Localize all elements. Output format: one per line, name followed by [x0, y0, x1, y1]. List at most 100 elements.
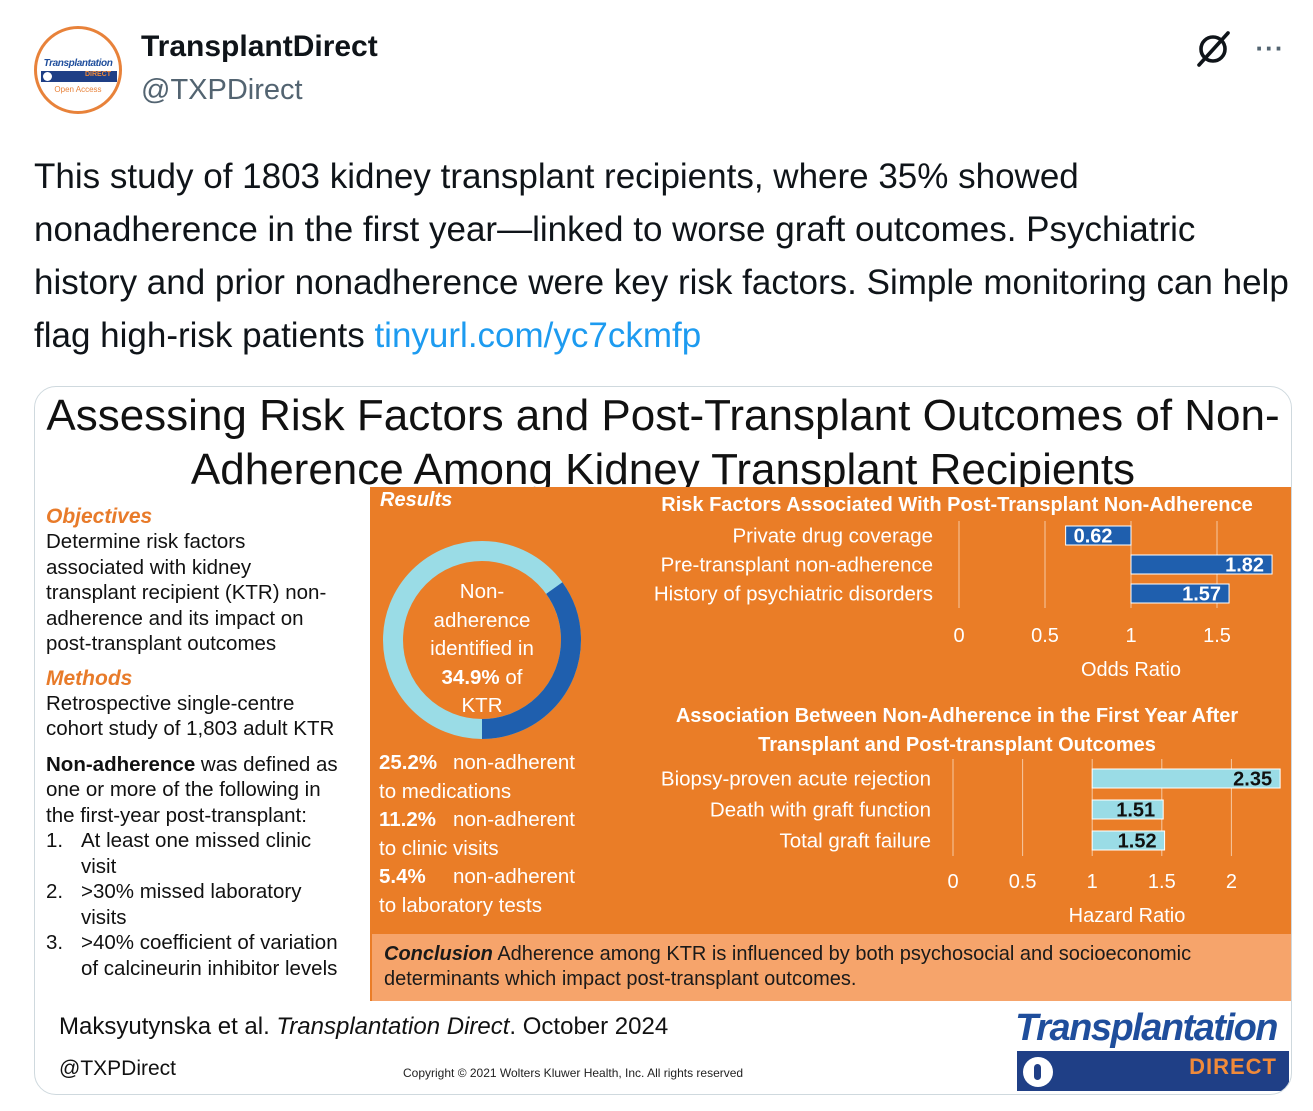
society-seal-icon	[1023, 1057, 1053, 1087]
value-label: 2.35	[1233, 769, 1272, 791]
donut-label-line: adherence	[433, 608, 531, 632]
methods-line: cohort study of 1,803 adult KTR	[46, 717, 335, 740]
tick-label: 0.5	[1031, 625, 1059, 647]
left-panel: Objectives Determine risk factors associ…	[37, 487, 370, 1001]
user-handle[interactable]: @TXPDirect	[141, 74, 303, 106]
definition-line: one or more of the following in	[46, 778, 321, 801]
tick-label: 0	[947, 871, 958, 893]
footer-handle: @TXPDirect	[59, 1057, 176, 1080]
criteria-line: visits	[81, 905, 127, 929]
objectives-line: post-transplant outcomes	[46, 632, 277, 655]
chart-1-title: Risk Factors Associated With Post-Transp…	[661, 494, 1253, 516]
odds-ratio-chart: 00.511.52Private drug coverage0.62Pre-tr…	[654, 521, 1273, 681]
category-label: Pre-transplant non-adherence	[661, 554, 933, 577]
avatar[interactable]: Transplantation DIRECT Open Access	[34, 26, 122, 114]
value-label: 1.57	[1182, 584, 1221, 606]
criteria-item: 1. At least one missed clinic visit	[46, 828, 370, 879]
hazard-ratio-chart: 00.511.522.5Biopsy-proven acute rejectio…	[661, 759, 1281, 927]
criteria-number: 2.	[46, 880, 64, 903]
stat-text: non-adherent	[453, 865, 575, 888]
logo-wordmark: Transplantation	[1015, 1007, 1278, 1049]
grok-icon[interactable]	[1193, 28, 1233, 68]
donut-chart: Non- adherence identified in 34.9% of KT…	[381, 539, 583, 741]
stat-line: 11.2% non-adherent	[379, 806, 609, 835]
axis-title: Hazard Ratio	[1069, 905, 1186, 927]
tick-label: 1	[1125, 625, 1136, 647]
stat-pct: 5.4%	[379, 865, 426, 888]
methods-heading: Methods	[46, 666, 133, 690]
citation-journal: Transplantation Direct	[276, 1013, 510, 1040]
donut-label-line: 34.9% of	[381, 664, 583, 693]
results-label: Results	[380, 489, 453, 511]
tick-label: 1.5	[1203, 625, 1231, 647]
display-name[interactable]: TransplantDirect	[141, 30, 378, 63]
graphic-title-line-2: Adherence Among Kidney Transplant Recipi…	[190, 445, 1136, 494]
objectives-line: adherence and its impact on	[46, 606, 304, 630]
definition-line: Non-adherence was defined as	[46, 752, 370, 778]
bar	[1091, 799, 1164, 820]
criteria-list: 1. At least one missed clinic visit 2. >30%…	[46, 828, 370, 981]
donut-of: of	[499, 665, 523, 689]
avatar-open-access: Open Access	[54, 85, 102, 94]
value-label: 0.62	[1074, 526, 1113, 548]
tick-label: 1	[1087, 871, 1098, 893]
axis-title: Odds Ratio	[1081, 659, 1181, 681]
tick-label: 1.5	[1148, 871, 1176, 893]
logo-bar: DIRECT	[1017, 1051, 1289, 1091]
donut-label: Non- adherence identified in 34.9% of KT…	[381, 578, 583, 721]
value-label: 1.82	[1225, 555, 1264, 577]
criteria-line: visit	[81, 854, 117, 878]
criteria-line: >30% missed laboratory	[81, 880, 302, 903]
criteria-number: 1.	[46, 829, 64, 852]
criteria-item: 2. >30% missed laboratory visits	[46, 879, 370, 930]
avatar-logo-direct: DIRECT	[84, 71, 111, 78]
chart-2-title-line: Transplant and Post-transplant Outcomes	[758, 734, 1156, 756]
donut-arc	[383, 541, 581, 739]
criteria-line: of calcineurin inhibitor levels	[81, 956, 338, 980]
avatar-logo-text: Transplantation	[43, 58, 113, 69]
stat-pct: 25.2%	[379, 751, 438, 774]
citation-date: . October 2024	[509, 1013, 669, 1040]
conclusion-label: Conclusion	[384, 943, 493, 965]
citation-authors: Maksyutynska et al.	[59, 1013, 277, 1040]
stat-line: to medications	[379, 779, 512, 803]
tweet-media[interactable]: Assessing Risk Factors and Post-Transpla…	[34, 386, 1292, 1095]
bar	[1130, 554, 1273, 575]
definition-text: Non-adherence was defined as one or more…	[46, 752, 370, 829]
value-label: 1.51	[1116, 800, 1155, 822]
tweet-link[interactable]: tinyurl.com/yc7ckmfp	[374, 316, 702, 355]
stat-text: non-adherent	[453, 751, 575, 774]
copyright: Copyright © 2021 Wolters Kluwer Health, …	[403, 1066, 744, 1080]
definition-term: Non-adherence	[46, 752, 196, 776]
category-label: Death with graft function	[710, 799, 931, 822]
tweet-text: This study of 1803 kidney transplant rec…	[34, 150, 1294, 362]
more-icon[interactable]: ···	[1255, 33, 1285, 63]
objectives-heading: Objectives	[46, 505, 153, 528]
logo-direct: DIRECT	[1189, 1054, 1277, 1079]
results-stats: 25.2% non-adherent to medications 11.2% no…	[379, 749, 609, 920]
donut-value: 34.9%	[441, 665, 500, 689]
tick-label: 2	[1226, 871, 1237, 893]
criteria-line: At least one missed clinic	[81, 829, 312, 852]
graphic-title-line-1: Assessing Risk Factors and Post-Transpla…	[46, 391, 1280, 440]
chart-2-title: Association Between Non-Adherence in the…	[627, 702, 1287, 760]
avatar-seal-icon	[43, 72, 52, 81]
bar	[1065, 525, 1132, 546]
value-label: 1.52	[1118, 831, 1157, 853]
tweet-body: This study of 1803 kidney transplant rec…	[34, 157, 1289, 355]
bar	[1130, 583, 1230, 604]
objectives-line: associated with kidney	[46, 555, 252, 579]
journal-logo: Transplantation DIRECT	[1015, 1007, 1289, 1093]
category-label: History of psychiatric disorders	[654, 583, 933, 606]
category-label: Biopsy-proven acute rejection	[661, 768, 931, 791]
bar	[1091, 768, 1281, 789]
donut-label-line: Non-	[459, 580, 505, 603]
category-label: Total graft failure	[779, 830, 931, 853]
conclusion-text: Adherence among KTR is influenced by bot…	[384, 943, 1192, 990]
bar	[1091, 830, 1166, 851]
donut-label-line: identified in	[430, 637, 534, 660]
chart-2-title-line: Association Between Non-Adherence in the…	[675, 705, 1239, 727]
tick-label: 0.5	[1009, 871, 1037, 893]
conclusion-box: Conclusion Adherence among KTR is influe…	[372, 934, 1291, 1001]
graphic-title: Assessing Risk Factors and Post-Transpla…	[35, 389, 1291, 497]
